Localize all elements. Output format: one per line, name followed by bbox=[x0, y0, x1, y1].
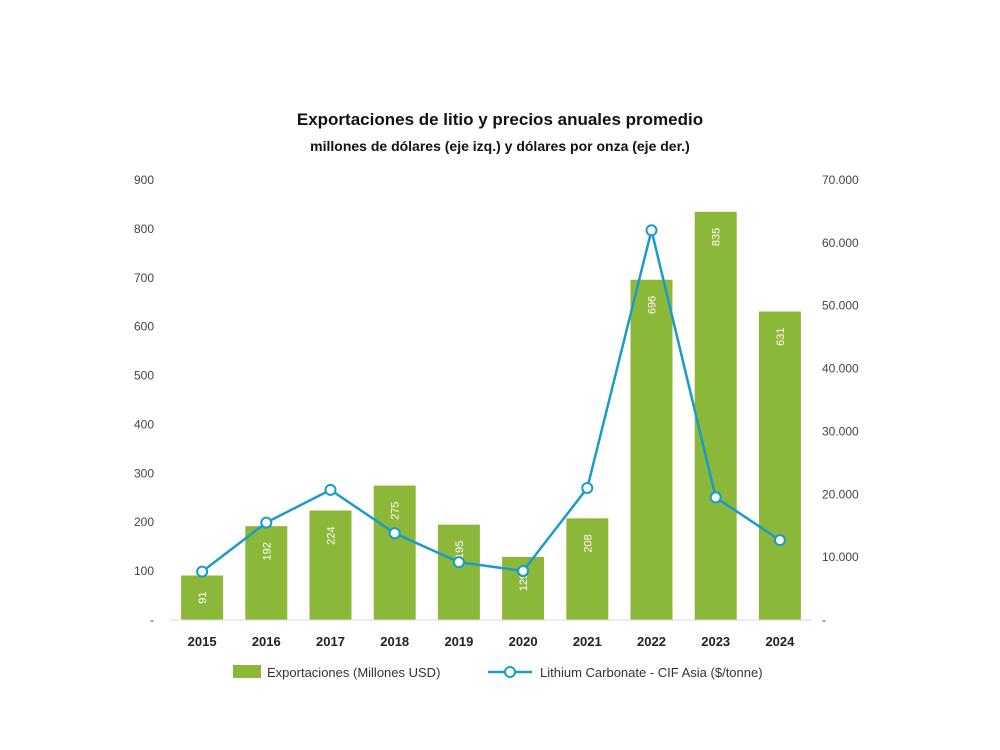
bar-value-label: 192 bbox=[261, 542, 273, 560]
bar bbox=[245, 526, 288, 620]
x-axis-tick: 2018 bbox=[380, 634, 409, 649]
left-axis-tick: 900 bbox=[134, 173, 154, 187]
chart-subtitle: millones de dólares (eje izq.) y dólares… bbox=[310, 138, 690, 154]
legend: Exportaciones (Millones USD) Lithium Car… bbox=[233, 665, 763, 680]
line-point bbox=[709, 491, 722, 504]
left-axis-tick: 100 bbox=[134, 564, 154, 578]
chart-title: Exportaciones de litio y precios anuales… bbox=[296, 110, 704, 129]
line-point bbox=[388, 527, 401, 540]
right-axis-tick: 50.000 bbox=[822, 299, 859, 313]
line-point bbox=[645, 224, 658, 237]
x-axis-tick: 2023 bbox=[701, 634, 730, 649]
line-point bbox=[773, 534, 786, 547]
bar bbox=[758, 311, 801, 620]
line-point bbox=[324, 483, 337, 496]
x-axis-tick: 2019 bbox=[444, 634, 473, 649]
left-axis-tick: 800 bbox=[134, 222, 154, 236]
x-axis-tick: 2020 bbox=[509, 634, 538, 649]
x-axis-tick: 2024 bbox=[765, 634, 795, 649]
bar bbox=[694, 211, 737, 620]
line-point bbox=[260, 516, 273, 529]
bar bbox=[566, 518, 609, 620]
bar-value-label: 275 bbox=[390, 502, 402, 520]
bar-series: 91 192 224 275 195 129 208 696 835 631 bbox=[181, 211, 801, 620]
left-axis-tick: 500 bbox=[134, 369, 154, 383]
left-axis-tick: 600 bbox=[134, 320, 154, 334]
legend-line-label: Lithium Carbonate - CIF Asia ($/tonne) bbox=[540, 665, 763, 680]
x-axis-tick: 2015 bbox=[188, 634, 217, 649]
left-axis-tick: 200 bbox=[134, 515, 154, 529]
line-point bbox=[517, 564, 530, 577]
bar-value-label: 224 bbox=[326, 526, 338, 544]
right-axis-tick: 60.000 bbox=[822, 236, 859, 250]
left-axis-tick: 700 bbox=[134, 271, 154, 285]
right-axis-tick: 10.000 bbox=[822, 550, 859, 564]
x-axis-tick: 2017 bbox=[316, 634, 345, 649]
bar-value-label: 631 bbox=[775, 328, 787, 346]
bar-value-label: 91 bbox=[197, 592, 209, 604]
line-path bbox=[201, 229, 781, 573]
left-axis: - 100 200 300 400 500 600 700 800 900 bbox=[134, 173, 154, 627]
left-axis-tick: - bbox=[150, 613, 154, 627]
bar bbox=[437, 524, 480, 620]
legend-line-marker bbox=[504, 666, 516, 678]
line-point bbox=[581, 482, 594, 494]
line-point bbox=[196, 565, 209, 578]
bar-value-label: 835 bbox=[711, 228, 723, 246]
right-axis-tick: 70.000 bbox=[822, 173, 859, 187]
x-axis: 2015 2016 2017 2018 2019 2020 2021 2022 2023 2024 bbox=[170, 619, 812, 649]
right-axis-tick: 20.000 bbox=[822, 487, 859, 501]
line-series bbox=[196, 224, 786, 578]
bar bbox=[309, 510, 352, 620]
left-axis-tick: 300 bbox=[134, 466, 154, 480]
right-axis-tick: 30.000 bbox=[822, 424, 859, 438]
bar-value-label: 129 bbox=[518, 573, 530, 591]
x-axis-tick: 2021 bbox=[573, 634, 602, 649]
bar-value-label: 195 bbox=[454, 541, 466, 559]
bar bbox=[630, 279, 673, 620]
bar bbox=[181, 575, 224, 620]
legend-bar-swatch bbox=[233, 665, 261, 678]
right-axis: - 10.000 20.000 30.000 40.000 50.000 60.000 70.… bbox=[822, 173, 859, 627]
x-axis-tick: 2022 bbox=[637, 634, 666, 649]
right-axis-tick: 40.000 bbox=[822, 362, 859, 376]
bar-value-label: 696 bbox=[647, 296, 659, 314]
left-axis-tick: 400 bbox=[134, 417, 154, 431]
right-axis-tick: - bbox=[822, 613, 826, 627]
x-axis-tick: 2016 bbox=[252, 634, 281, 649]
bar bbox=[373, 485, 416, 620]
bar-value-label: 208 bbox=[582, 534, 594, 552]
legend-bar-label: Exportaciones (Millones USD) bbox=[267, 665, 440, 680]
line-point bbox=[452, 556, 465, 569]
